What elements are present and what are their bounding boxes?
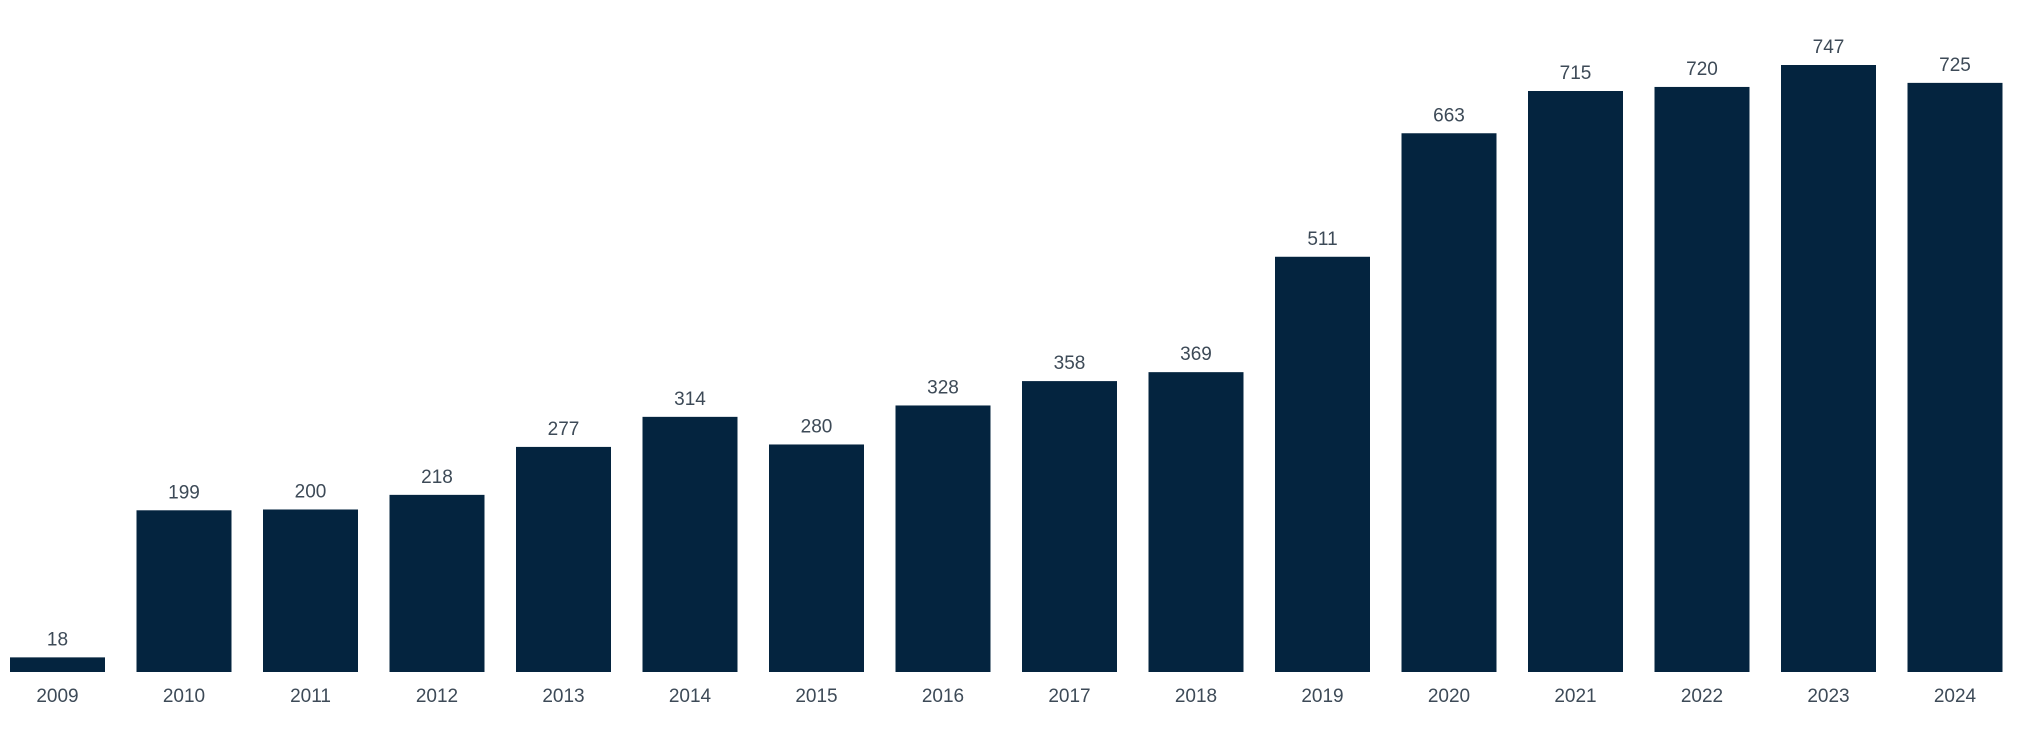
value-label-2013: 277 <box>548 419 580 440</box>
x-tick-label-2019: 2019 <box>1301 686 1343 707</box>
bar-2014 <box>642 416 738 672</box>
x-tick-label-2013: 2013 <box>542 686 584 707</box>
x-tick-label-2012: 2012 <box>416 686 458 707</box>
x-tick-label-2016: 2016 <box>922 686 964 707</box>
value-label-2011: 200 <box>295 481 327 502</box>
value-label-2014: 314 <box>674 389 706 410</box>
value-label-2012: 218 <box>421 467 453 488</box>
bar-2013 <box>516 446 611 672</box>
x-axis-ticks: 2009 2010 2011 2012 2013 2014 2015 2016 2017 2018… <box>36 686 1976 707</box>
bar-2021 <box>1528 91 1623 672</box>
value-label-2009: 18 <box>47 629 68 650</box>
value-label-2019: 511 <box>1307 229 1337 250</box>
x-tick-label-2024: 2024 <box>1934 686 1977 707</box>
bar-2012 <box>389 494 485 672</box>
value-label-2015: 280 <box>801 416 833 437</box>
bar-2009 <box>10 657 105 672</box>
bar-2018 <box>1148 372 1244 672</box>
x-tick-label-2020: 2020 <box>1428 686 1470 707</box>
value-label-2010: 199 <box>168 482 200 503</box>
value-label-2021: 715 <box>1560 63 1592 84</box>
x-tick-label-2015: 2015 <box>795 686 837 707</box>
x-tick-label-2021: 2021 <box>1554 686 1596 707</box>
x-tick-label-2014: 2014 <box>669 686 712 707</box>
value-label-2024: 725 <box>1939 55 1971 76</box>
bar-2015 <box>769 444 864 672</box>
bars-group <box>10 65 2003 673</box>
x-tick-label-2022: 2022 <box>1681 686 1723 707</box>
x-tick-label-2023: 2023 <box>1807 686 1849 707</box>
x-tick-label-2009: 2009 <box>36 686 78 707</box>
bar-2017 <box>1022 381 1117 672</box>
bar-2016 <box>895 405 991 672</box>
value-label-2022: 720 <box>1686 59 1718 80</box>
value-labels-group: 18 199 200 218 277 314 280 328 358 369 511 663 715 72… <box>47 37 1971 650</box>
x-tick-label-2010: 2010 <box>163 686 205 707</box>
x-tick-label-2018: 2018 <box>1175 686 1217 707</box>
bar-2024 <box>1907 82 2003 673</box>
value-label-2020: 663 <box>1433 105 1465 126</box>
bar-2023 <box>1781 65 1876 672</box>
value-label-2017: 358 <box>1054 353 1086 374</box>
bar-2010 <box>136 510 232 672</box>
x-tick-label-2017: 2017 <box>1048 686 1090 707</box>
value-label-2016: 328 <box>927 377 959 398</box>
bar-2019 <box>1275 256 1370 672</box>
bar-2011 <box>263 509 358 672</box>
bar-2020 <box>1401 133 1497 673</box>
value-label-2018: 369 <box>1180 344 1212 365</box>
value-label-2023: 747 <box>1813 37 1845 58</box>
x-tick-label-2011: 2011 <box>290 686 331 707</box>
bar-2022 <box>1654 86 1750 672</box>
